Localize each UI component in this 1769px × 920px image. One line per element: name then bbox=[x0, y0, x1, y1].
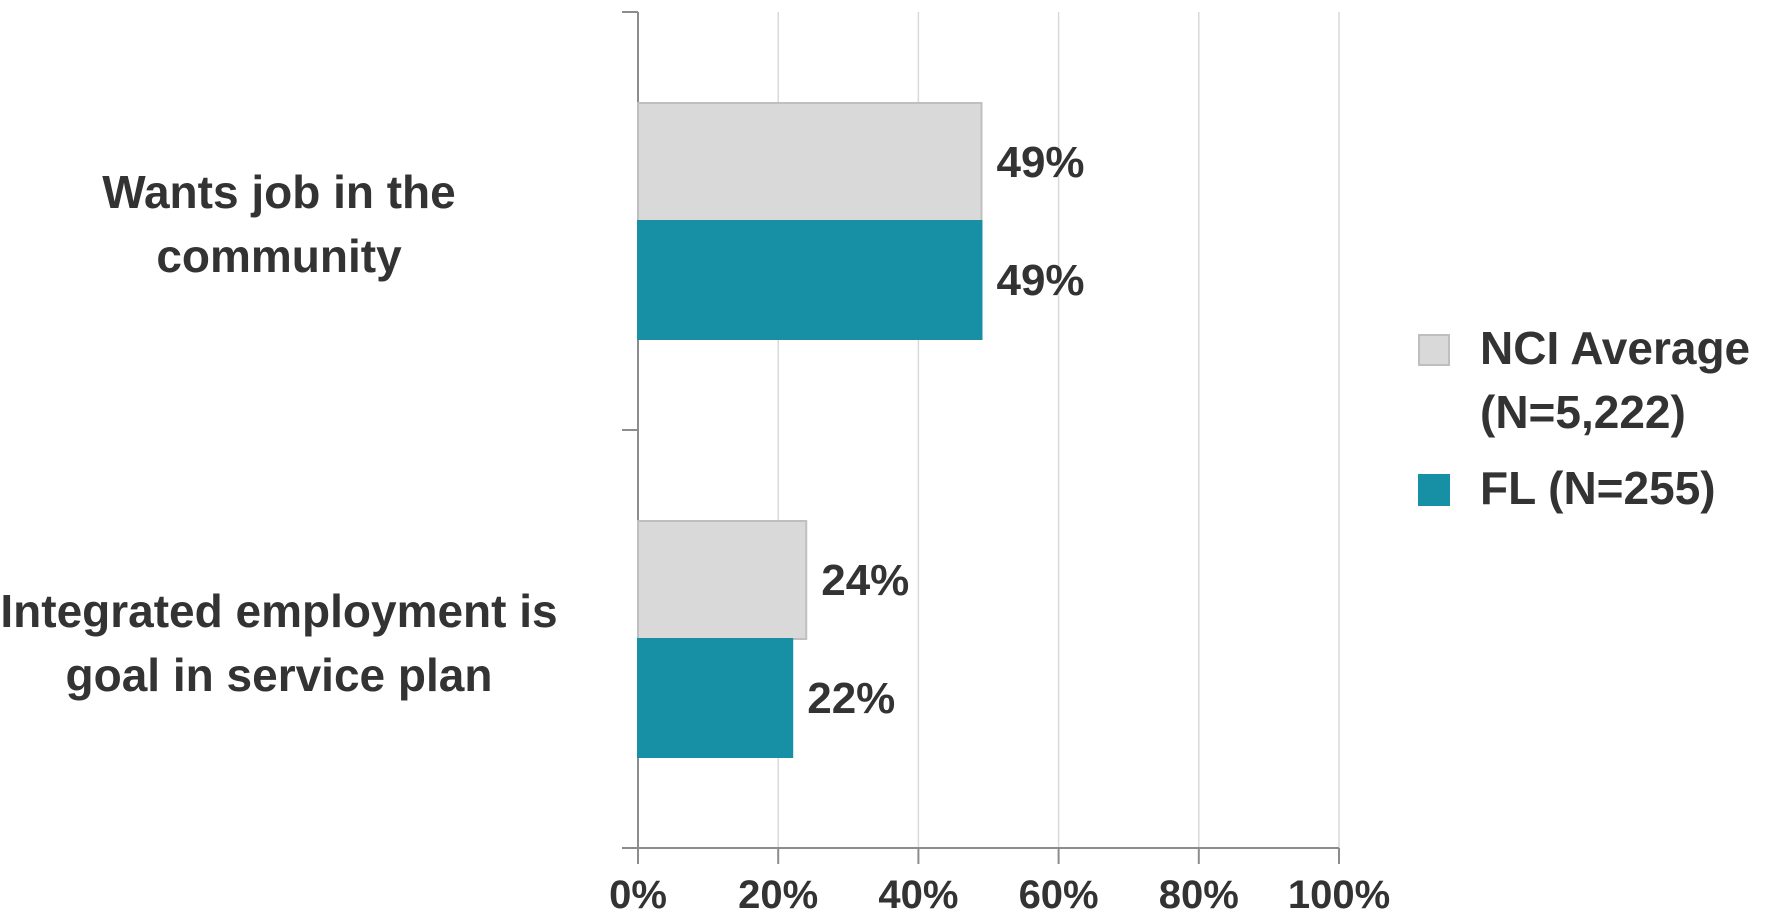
category-label-0-line-2: community bbox=[156, 230, 402, 282]
x-tick-label-1: 20% bbox=[738, 873, 818, 917]
x-tick-label-4: 80% bbox=[1159, 873, 1239, 917]
legend-swatch-fl bbox=[1418, 474, 1450, 506]
x-tick-label-2: 40% bbox=[878, 873, 958, 917]
bar-fl-1 bbox=[637, 638, 794, 758]
x-tick-label-5: 100% bbox=[1288, 873, 1390, 917]
legend-label-nci-average-line-1: NCI Average bbox=[1480, 322, 1751, 374]
category-label-1: Integrated employment is goal in service… bbox=[0, 579, 589, 707]
category-label-0-line-1: Wants job in the bbox=[102, 166, 456, 218]
data-label-fl-1: 22% bbox=[807, 674, 895, 723]
data-label-nci-average-0: 49% bbox=[996, 138, 1084, 187]
legend-label-nci-average-line-2: (N=5,222) bbox=[1480, 386, 1686, 438]
data-label-fl-0: 49% bbox=[996, 256, 1084, 305]
category-label-0: Wants job in the community bbox=[0, 160, 589, 288]
legend-item-fl: FL (N=255) bbox=[1418, 456, 1763, 520]
legend: NCI Average (N=5,222) FL (N=255) bbox=[1418, 316, 1763, 532]
bar-nci-average-1 bbox=[637, 520, 808, 640]
legend-label-fl: FL (N=255) bbox=[1480, 462, 1716, 514]
bar-fl-0 bbox=[637, 220, 983, 340]
data-label-nci-average-1: 24% bbox=[821, 556, 909, 605]
x-tick-label-0: 0% bbox=[609, 873, 667, 917]
category-label-1-line-1: Integrated employment is bbox=[0, 585, 558, 637]
category-label-1-line-2: goal in service plan bbox=[65, 649, 493, 701]
x-tick-label-3: 60% bbox=[1019, 873, 1099, 917]
legend-item-nci-average: NCI Average (N=5,222) bbox=[1418, 316, 1763, 444]
bar-nci-average-0 bbox=[637, 102, 983, 222]
legend-swatch-nci-average bbox=[1418, 334, 1450, 366]
